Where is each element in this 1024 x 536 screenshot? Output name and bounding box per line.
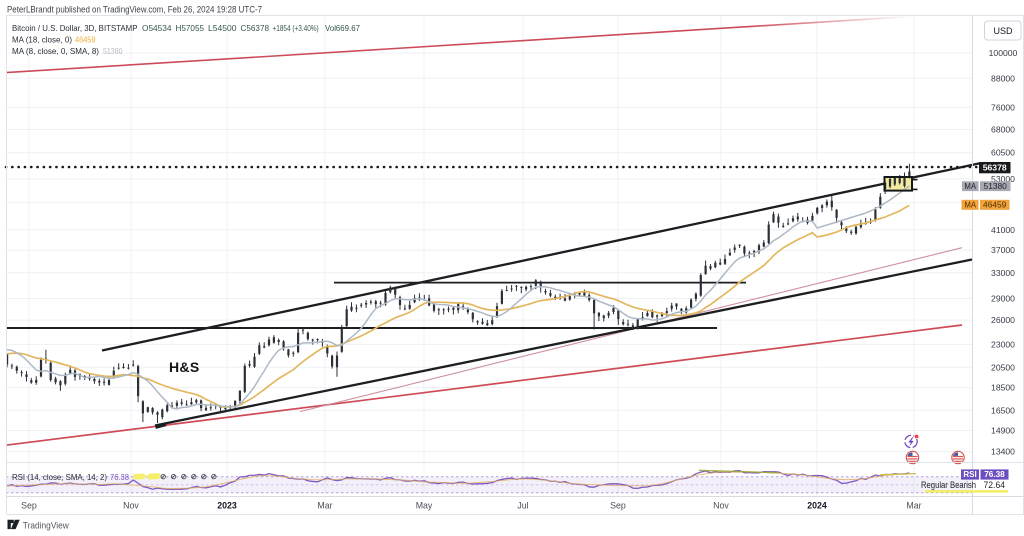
svg-text:46459: 46459 [75, 34, 96, 44]
svg-text:RSI (14, close, SMA, 14, 2): RSI (14, close, SMA, 14, 2) [12, 472, 107, 482]
svg-text:76000: 76000 [991, 102, 1015, 112]
svg-text:Jul: Jul [517, 501, 528, 511]
svg-text:56378: 56378 [983, 163, 1007, 173]
svg-text:Bitcoin / U.S. Dollar, 3D, BIT: Bitcoin / U.S. Dollar, 3D, BITSTAMP [12, 23, 138, 33]
svg-text:13400: 13400 [991, 447, 1015, 457]
svg-text:46459: 46459 [983, 200, 1007, 210]
svg-text:68000: 68000 [991, 125, 1015, 135]
svg-text:Nov: Nov [123, 501, 139, 511]
svg-text:72.64: 72.64 [984, 480, 1006, 490]
svg-text:2024: 2024 [807, 501, 827, 511]
svg-text:Regular Bearish: Regular Bearish [921, 480, 976, 490]
svg-text:H&S: H&S [169, 359, 199, 375]
svg-text:37000: 37000 [991, 245, 1015, 255]
svg-text:O54534: O54534 [142, 23, 172, 33]
svg-text:76.38: 76.38 [984, 470, 1005, 479]
svg-text:PeterLBrandt published on Trad: PeterLBrandt published on TradingView.co… [7, 5, 262, 15]
svg-text:51380: 51380 [103, 46, 123, 56]
svg-text:Sep: Sep [21, 501, 37, 511]
svg-text:TradingView: TradingView [23, 519, 69, 530]
svg-text:RSI: RSI [963, 470, 976, 479]
svg-text:Vol669.67: Vol669.67 [325, 23, 360, 33]
svg-text:Sep: Sep [610, 501, 626, 511]
svg-text:L54500: L54500 [208, 23, 237, 33]
svg-text:Mar: Mar [317, 501, 332, 511]
svg-text:USD: USD [993, 26, 1013, 36]
svg-text:H57055: H57055 [176, 23, 205, 33]
svg-text:MA: MA [964, 200, 976, 209]
svg-text:MA (18, close, 0): MA (18, close, 0) [12, 34, 72, 44]
svg-text:76.38: 76.38 [110, 472, 129, 482]
svg-text:88000: 88000 [991, 73, 1015, 83]
svg-text:14900: 14900 [991, 426, 1015, 436]
svg-text:16500: 16500 [991, 405, 1015, 415]
svg-text:53000: 53000 [991, 174, 1015, 184]
svg-text:29000: 29000 [991, 294, 1015, 304]
svg-text:51380: 51380 [984, 181, 1008, 191]
svg-text:C56378: C56378 [241, 23, 270, 33]
svg-text:23000: 23000 [991, 339, 1015, 349]
svg-text:MA: MA [964, 182, 976, 191]
svg-text:2023: 2023 [217, 501, 237, 511]
svg-text:26000: 26000 [991, 315, 1015, 325]
svg-text:18500: 18500 [991, 383, 1015, 393]
svg-text:Nov: Nov [713, 501, 729, 511]
svg-text:33000: 33000 [991, 268, 1015, 278]
svg-text:Mar: Mar [906, 501, 921, 511]
svg-text:May: May [416, 501, 433, 511]
svg-text:MA (8, close, 0, SMA, 8): MA (8, close, 0, SMA, 8) [12, 46, 99, 56]
svg-text:60500: 60500 [991, 148, 1015, 158]
svg-text:41000: 41000 [991, 225, 1015, 235]
svg-text:20500: 20500 [991, 362, 1015, 372]
svg-text:+1854 (+3.40%): +1854 (+3.40%) [273, 23, 319, 33]
svg-text:100000: 100000 [989, 48, 1018, 58]
